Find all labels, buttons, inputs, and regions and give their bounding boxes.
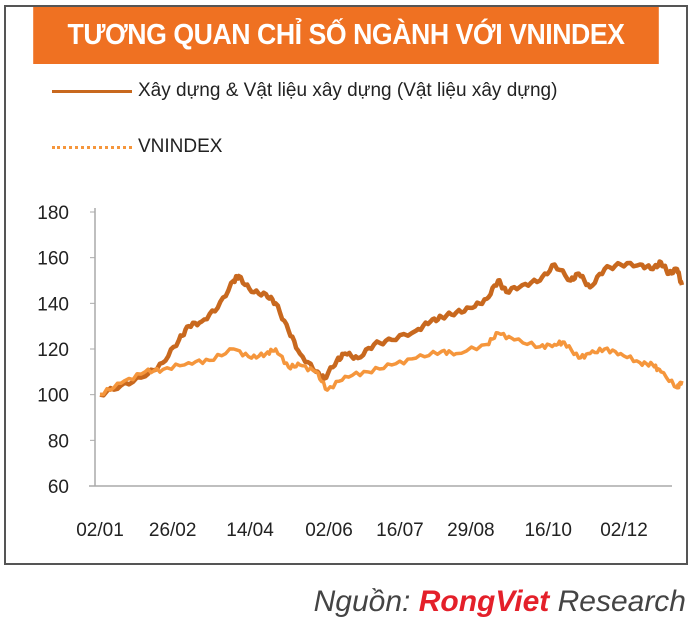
source-brand: RongViet xyxy=(418,585,550,618)
legend-item-construction: Xây dựng & Vật liệu xây dựng (Vật liệu x… xyxy=(52,80,557,102)
x-tick-label: 29/08 xyxy=(447,520,495,541)
x-tick-label: 02/01 xyxy=(76,520,124,541)
y-tick-label: 120 xyxy=(37,340,69,361)
x-tick-label: 26/02 xyxy=(149,520,197,541)
legend-swatch-solid xyxy=(52,89,132,93)
x-tick-label: 16/10 xyxy=(524,520,572,541)
legend-item-vnindex: VNINDEX xyxy=(52,136,222,158)
chart-title: TƯƠNG QUAN CHỈ SỐ NGÀNH VỚI VNINDEX xyxy=(33,7,659,64)
y-tick-label: 160 xyxy=(37,249,69,270)
source-credit: Nguồn: RongViet Research xyxy=(314,585,686,619)
series-line-construction xyxy=(99,259,685,398)
legend-label: Xây dựng & Vật liệu xây dựng (Vật liệu x… xyxy=(138,80,558,101)
legend-label: VNINDEX xyxy=(138,136,223,157)
series-line-vnindex xyxy=(99,330,684,397)
x-tick-label: 14/04 xyxy=(226,520,274,541)
source-prefix: Nguồn: xyxy=(313,585,419,618)
y-tick-label: 140 xyxy=(37,294,69,315)
x-tick-label: 16/07 xyxy=(376,520,424,541)
y-tick-label: 80 xyxy=(48,431,69,452)
legend-swatch-dotted xyxy=(52,145,132,149)
x-tick-label: 02/12 xyxy=(600,520,648,541)
y-tick-label: 60 xyxy=(48,477,69,498)
y-tick-label: 100 xyxy=(37,386,69,407)
source-suffix: Research xyxy=(549,585,686,618)
x-tick-label: 02/06 xyxy=(305,520,353,541)
y-tick-label: 180 xyxy=(37,203,69,224)
chart-frame xyxy=(4,5,688,565)
